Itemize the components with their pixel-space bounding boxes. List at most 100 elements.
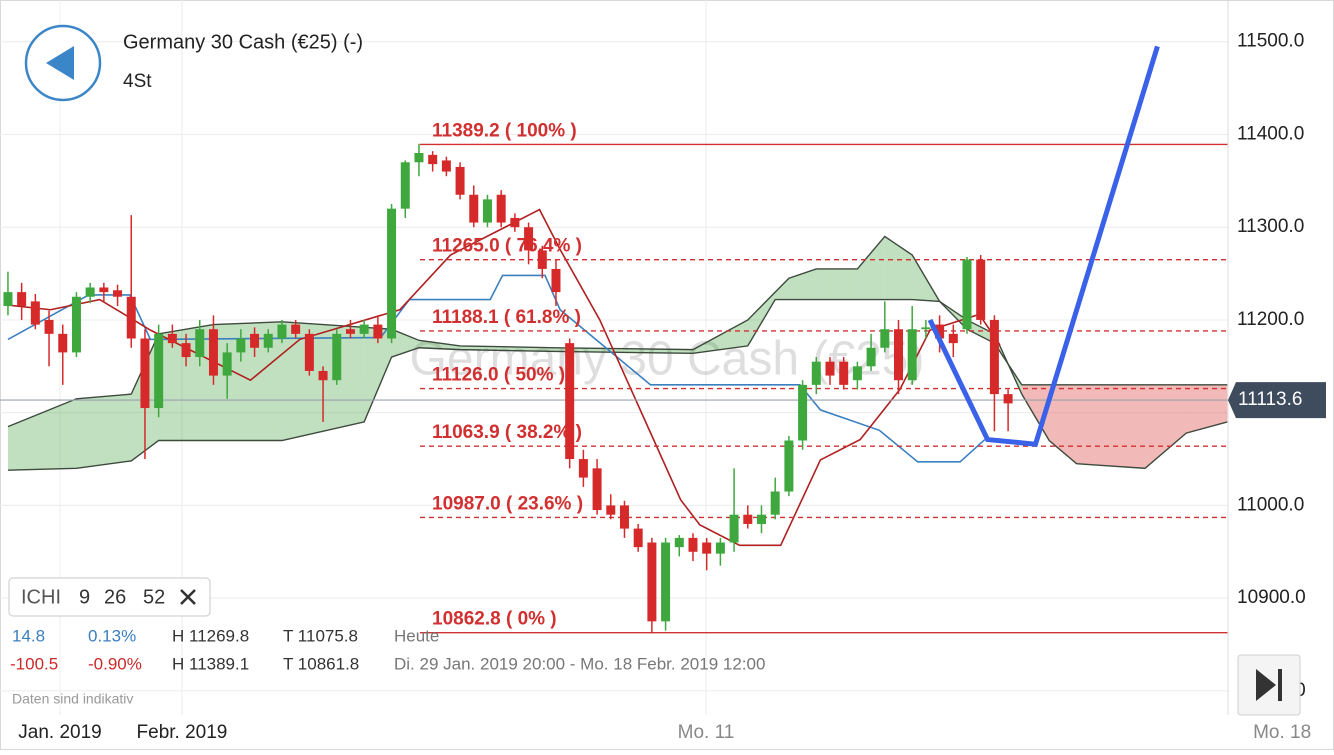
remove-indicator[interactable] xyxy=(180,589,196,605)
candle-body xyxy=(359,324,369,334)
candle-body xyxy=(387,208,397,339)
candle-body xyxy=(537,250,547,269)
candle-body xyxy=(935,324,945,339)
candle-body xyxy=(592,468,602,511)
cloud-edge xyxy=(7,235,1228,470)
fib-label: 11126.0 ( 50% ) xyxy=(432,365,565,386)
change-value: -100.5 xyxy=(10,654,58,673)
candle-body xyxy=(661,542,671,622)
change-value: 14.8 xyxy=(12,626,45,645)
candle-body xyxy=(373,324,383,339)
candle-body xyxy=(551,268,561,293)
cloud-segment xyxy=(555,347,693,354)
disclaimer: Daten sind indikativ xyxy=(12,691,133,707)
candle-body xyxy=(195,329,205,358)
cloud-segment xyxy=(1104,384,1146,469)
cloud-segment xyxy=(884,236,913,300)
candle-body xyxy=(756,514,766,524)
fib-label: 11188.1 ( 61.8% ) xyxy=(432,307,581,328)
x-tick-label: Mo. 18 xyxy=(1253,722,1311,743)
candle-body xyxy=(167,333,177,344)
candle-body xyxy=(619,505,629,529)
watermark: Germany 30 Cash (€25) xyxy=(410,333,925,386)
high: H 11269.8 xyxy=(172,626,249,645)
candle-body xyxy=(113,290,123,297)
timeframe: 4St xyxy=(123,71,152,92)
drawn-trendline xyxy=(927,45,1160,447)
candle-body xyxy=(277,324,287,339)
candle-body xyxy=(140,338,150,409)
candle-body xyxy=(784,440,794,492)
cloud-segment xyxy=(76,394,132,469)
candle-body xyxy=(208,329,218,376)
candle-body xyxy=(126,296,136,339)
candle-body xyxy=(702,542,712,554)
y-tick-label: 11200.0 xyxy=(1237,309,1304,330)
candle-body xyxy=(770,491,780,515)
candle-body xyxy=(469,194,479,223)
candle-body xyxy=(58,333,68,353)
y-tick-label: 11000.0 xyxy=(1237,494,1304,515)
fib-label: 11389.2 ( 100% ) xyxy=(432,120,577,141)
candle-body xyxy=(688,537,698,552)
cloud-segment xyxy=(747,292,776,346)
indicator-param: 52 xyxy=(143,586,165,608)
candle-body xyxy=(606,505,616,515)
candle-body xyxy=(345,329,355,334)
last-price-box xyxy=(1228,382,1326,419)
candle-body xyxy=(304,333,314,371)
jump-icon xyxy=(1256,669,1276,701)
candle-body xyxy=(825,361,835,376)
x-tick-label: Febr. 2019 xyxy=(137,722,228,743)
y-tick-label: 10900.0 xyxy=(1237,587,1306,608)
candle-body xyxy=(674,537,684,548)
cloud-segment xyxy=(7,398,77,471)
candle-body xyxy=(729,514,739,543)
candle-body xyxy=(222,352,232,376)
cloud-segment xyxy=(364,327,392,422)
candle-body xyxy=(291,324,301,334)
cloud-edge xyxy=(7,298,1228,471)
indicator-name: ICHI xyxy=(21,586,61,608)
candle-body xyxy=(633,528,643,548)
x-tick-label: Jan. 2019 xyxy=(18,722,101,743)
fib-label: 10862.8 ( 0% ) xyxy=(432,609,557,630)
candle-body xyxy=(948,333,958,344)
candle-body xyxy=(44,319,54,334)
candle-body xyxy=(880,329,890,348)
indicator-param: 26 xyxy=(104,586,126,608)
y-tick-label: 11300.0 xyxy=(1237,216,1304,237)
candle-body xyxy=(921,327,931,330)
candle-body xyxy=(907,329,917,381)
candle-body xyxy=(866,347,876,367)
candle-body xyxy=(455,166,465,195)
candle-body xyxy=(496,194,506,223)
candle-body xyxy=(482,199,492,223)
indicator-line xyxy=(7,274,986,463)
candle-body xyxy=(263,333,273,348)
candle-body xyxy=(976,259,986,320)
indicator-param: 9 xyxy=(79,586,90,608)
candle-body xyxy=(565,343,575,460)
change-percent: -0.90% xyxy=(88,654,142,673)
cloud-segment xyxy=(692,319,748,354)
low: T 10861.8 xyxy=(283,654,359,673)
candle-body xyxy=(578,459,588,478)
candle-body xyxy=(181,343,191,358)
y-tick-label: 11500.0 xyxy=(1237,31,1304,52)
candle-body xyxy=(332,333,342,381)
x-axis: Jan. 2019 Febr. 2019 Mo. 11 Mo. 18 xyxy=(18,722,1311,743)
period: Di. 29 Jan. 2019 20:00 - Mo. 18 Febr. 20… xyxy=(394,654,765,673)
candle-body xyxy=(1003,394,1013,404)
cloud-segment xyxy=(1049,384,1077,464)
candle-body xyxy=(154,333,164,409)
fib-label: 10987.0 ( 23.6% ) xyxy=(432,493,583,514)
candle-body xyxy=(250,333,260,348)
candle-body xyxy=(71,296,81,353)
indicator-chip[interactable] xyxy=(8,577,211,617)
candle-body xyxy=(989,319,999,395)
cloud-segment xyxy=(1076,384,1105,466)
back-icon xyxy=(46,46,74,80)
